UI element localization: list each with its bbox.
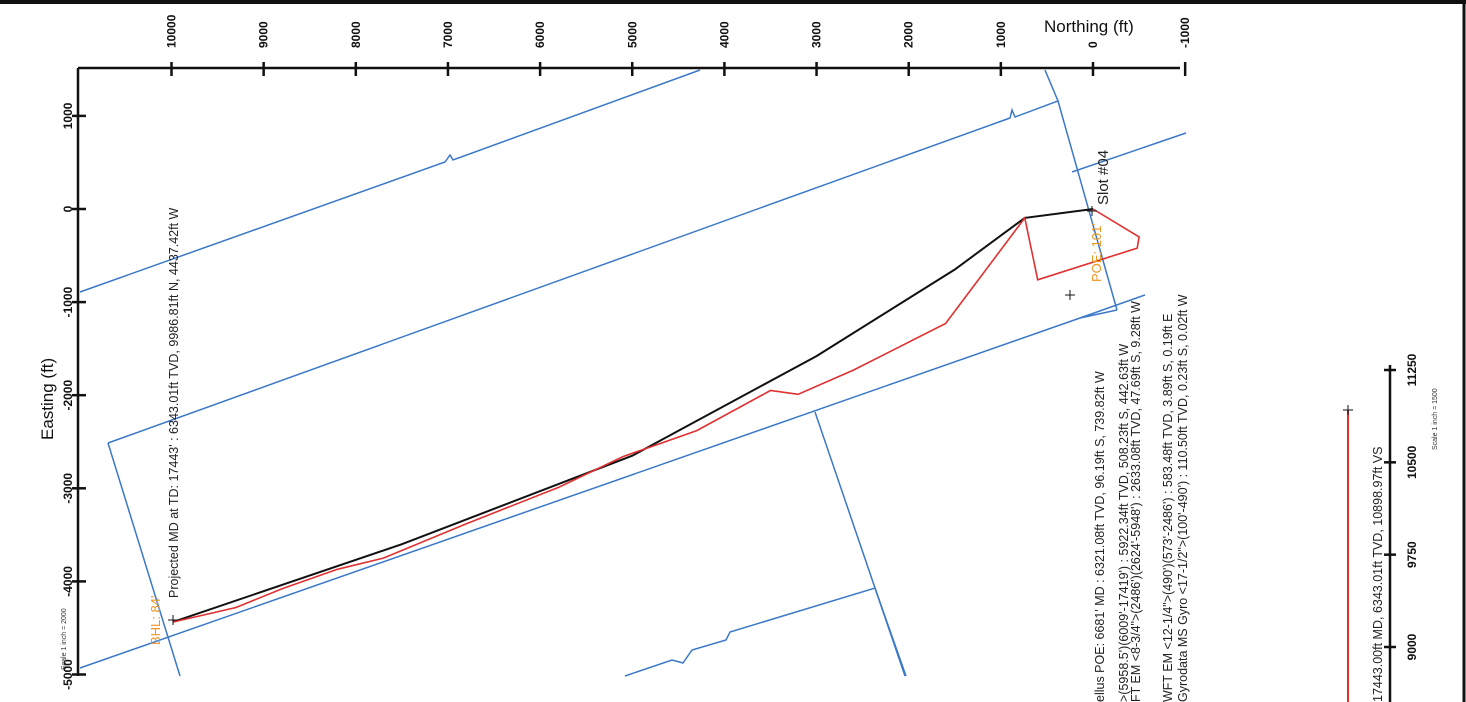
slot-label: Slot #04 [1095,150,1112,205]
x-axis-title: Northing (ft) [1044,17,1134,36]
inset-vs-label: 17443.00ft MD, 6343.01ft TVD, 10898.97ft… [1371,447,1385,702]
annotation-line-2: >(5958.5')(6009'-17419') : 5922.34ft TVD… [1117,344,1131,702]
poe-marker [1065,290,1075,300]
boundary-line-2 [107,69,1059,444]
markers [168,206,1097,625]
inset-tick-label: 10500 [1405,445,1419,479]
x-tick-label: 1000 [994,21,1008,48]
y-axis-ticks: 1000 0 -1000 -2000 -3000 -4000 -5000 [61,102,86,690]
boundary-line-1 [79,69,701,293]
bhl-marker [168,615,178,625]
annotation-line-4: WFT EM <12-1/4">(490')(573'-2486') : 583… [1161,314,1175,702]
bhl-label: BHL: 84' [148,596,163,645]
inset-axis-ticks: 9000 9750 10500 11250 [1384,353,1419,660]
planned-trajectory-line [172,208,1094,624]
x-tick-label: 8000 [349,21,363,48]
boundary-line-3 [1057,100,1118,311]
projected-td-label: Projected MD at TD: 17443' : 6343.01ft T… [167,207,181,598]
actual-survey-line [172,208,1140,623]
x-tick-label: -1000 [1178,17,1192,48]
slot-marker [1087,206,1097,216]
vertical-section-inset: 9000 9750 10500 11250 17443.00ft MD, 6343.0… [1343,353,1439,702]
annotation-line-1: ellus POE: 6681' MD : 6321.08ft TVD, 96.… [1093,371,1107,702]
inset-scale-note: Scale 1 inch = 1500 [1432,388,1439,450]
x-tick-label: 5000 [625,21,639,48]
x-tick-label: 6000 [533,21,547,48]
lease-boundaries [79,69,1187,677]
annotation-line-3: FT EM <8-3/4">(2486')(2624'-5948') : 263… [1129,301,1143,702]
x-tick-label: 4000 [717,21,731,48]
inset-tick-label: 9750 [1405,541,1419,568]
annotation-line-5: Gyrodata MS Gyro <17-1/2">(100'-490') : … [1176,294,1190,702]
y-tick-label: -3000 [61,473,75,504]
boundary-line-9 [624,587,907,677]
y-axis-title: Easting (ft) [38,358,57,440]
y-tick-label: -4000 [61,566,75,597]
y-tick-label: -2000 [61,380,75,411]
x-tick-label: 2000 [902,21,916,48]
inset-vs-marker [1343,405,1353,415]
trajectory-series [172,208,1140,624]
y-tick-label: 1000 [61,102,75,129]
x-axis-ticks: 10000 9000 8000 7000 6000 5000 4000 3000 2000 100… [165,14,1192,76]
survey-annotations: ellus POE: 6681' MD : 6321.08ft TVD, 96.… [1093,294,1190,702]
boundary-line-7 [1079,294,1146,319]
y-tick-label: -5000 [61,659,75,690]
boundary-line-6 [1071,132,1187,173]
inset-tick-label: 9000 [1405,633,1419,660]
x-tick-label: 10000 [165,14,179,48]
inset-tick-label: 11250 [1405,353,1419,386]
scale-note-main: Scale 1 inch = 2000 [61,608,68,670]
axes: 10000 9000 8000 7000 6000 5000 4000 3000 2000 100… [38,14,1192,690]
x-tick-label: 0 [1086,41,1100,48]
y-tick-label: 0 [61,205,75,212]
boundary-line-5 [79,309,1118,669]
x-tick-label: 3000 [810,21,824,48]
poe-label: POE: 101' [1089,223,1104,282]
x-tick-label: 7000 [441,21,455,48]
x-tick-label: 9000 [257,21,271,48]
y-tick-label: -1000 [61,286,75,317]
